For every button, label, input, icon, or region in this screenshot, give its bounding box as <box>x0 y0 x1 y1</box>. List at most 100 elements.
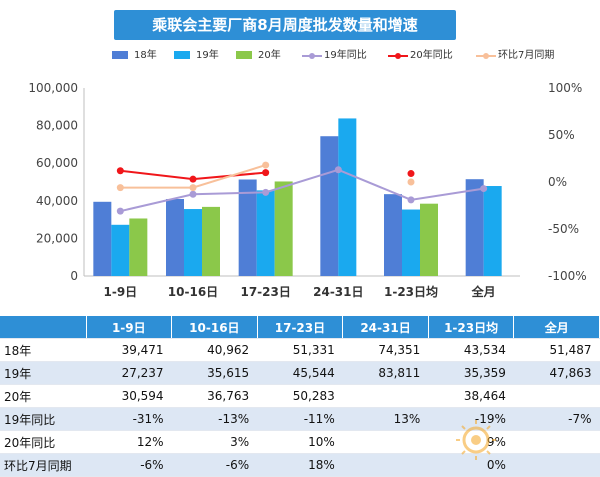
line-point <box>116 207 124 215</box>
data-table: 1-9日 10-16日 17-23日 24-31日 1-23日均 全月 18年 39,471 4… <box>0 316 600 477</box>
line-point <box>262 169 270 177</box>
y-tick-label: 100,000 <box>28 81 78 95</box>
legend-label-mom: 环比7月同期 <box>498 50 555 61</box>
x-tick-label: 1-9日 <box>103 285 137 299</box>
table-cell: 36,763 <box>171 384 258 408</box>
y-tick-label: 20,000 <box>36 231 78 245</box>
line-point <box>480 185 488 193</box>
bar <box>402 209 420 276</box>
x-tick-label: 全月 <box>471 284 496 299</box>
table-cell: -13% <box>171 407 258 431</box>
legend-label-18: 18年 <box>134 50 157 61</box>
table-header-cell: 全月 <box>513 316 600 339</box>
bar <box>238 179 257 276</box>
line-point <box>116 167 124 175</box>
table-cell: 51,331 <box>257 338 343 362</box>
bar <box>384 194 402 276</box>
legend-label-20: 20年 <box>258 50 281 61</box>
table-header-cell: 1-23日均 <box>428 316 515 339</box>
legend-marker-19yoy <box>309 53 315 59</box>
table-cell: -6% <box>171 453 258 477</box>
bar <box>483 186 502 276</box>
table-cell: -7% <box>513 407 600 431</box>
chart-plot: 0 20,000 40,000 60,000 80,000 100,000 -100% -50… <box>28 81 587 299</box>
legend-marker-mom <box>483 53 489 59</box>
table-cell: 12% <box>86 430 172 454</box>
y2-tick-label: 100% <box>548 81 582 95</box>
table-row-label: 19年 <box>0 361 86 385</box>
table-cell: 74,351 <box>342 338 429 362</box>
table-header-cell: 24-31日 <box>342 316 429 339</box>
series-line <box>120 168 484 213</box>
table-row: 18年 39,471 40,962 51,331 74,351 43,534 51,487 <box>0 338 600 362</box>
bar <box>465 179 484 276</box>
table-cell: 47,863 <box>513 361 600 385</box>
bar <box>420 203 438 276</box>
y2-tick-label: 0% <box>548 175 567 189</box>
table-cell: 38,464 <box>428 384 514 408</box>
table-cell: 9% <box>428 430 514 454</box>
legend-swatch-19 <box>174 51 190 59</box>
y2-tick-label: 50% <box>548 128 575 142</box>
line-point <box>189 184 197 192</box>
table-cell: 83,811 <box>342 361 429 385</box>
table-cell: -11% <box>257 407 343 431</box>
table-header-cell <box>0 316 87 339</box>
table-cell: 3% <box>171 430 258 454</box>
table-cell: -19% <box>428 407 514 431</box>
table-cell: 35,359 <box>428 361 514 385</box>
table-cell: 13% <box>342 407 429 431</box>
table-cell <box>342 453 429 477</box>
line-point <box>407 170 415 178</box>
line-point <box>189 190 197 198</box>
line-point <box>407 196 415 204</box>
line-point <box>262 188 270 196</box>
chart-title: 乘联会主要厂商8月周度批发数量和增速 <box>114 10 456 40</box>
x-tick-label: 24-31日 <box>313 285 363 299</box>
line-point <box>262 161 270 169</box>
table-cell <box>342 384 429 408</box>
table-cell: 35,615 <box>171 361 258 385</box>
legend-label-20yoy: 20年同比 <box>410 50 453 61</box>
y2-tick-label: -50% <box>548 222 579 236</box>
table-header-row: 1-9日 10-16日 17-23日 24-31日 1-23日均 全月 <box>0 316 600 339</box>
x-tick-label: 17-23日 <box>240 285 290 299</box>
bar <box>129 218 148 276</box>
table-row: 19年 27,237 35,615 45,544 83,811 35,359 47,863 <box>0 361 600 385</box>
y-tick-label: 60,000 <box>36 156 78 170</box>
line-point <box>407 178 415 186</box>
bar <box>166 198 184 276</box>
table-row: 20年 30,594 36,763 50,283 38,464 <box>0 384 600 408</box>
watermark-logo <box>456 420 496 460</box>
bar <box>184 209 202 276</box>
table-row: 20年同比 12% 3% 10% 9% <box>0 430 600 454</box>
table-cell: 51,487 <box>513 338 600 362</box>
table-row-label: 环比7月同期 <box>0 453 86 477</box>
bar <box>202 206 220 276</box>
line-point <box>116 184 124 192</box>
table-cell: 27,237 <box>86 361 172 385</box>
y-tick-label: 80,000 <box>36 119 78 133</box>
bar <box>320 136 339 276</box>
table-cell: 40,962 <box>171 338 258 362</box>
y2-tick-label: -100% <box>548 269 587 283</box>
y-tick-label: 40,000 <box>36 194 78 208</box>
bar <box>256 190 275 276</box>
table-cell: 50,283 <box>257 384 343 408</box>
table-cell: -31% <box>86 407 172 431</box>
line-point <box>189 175 197 183</box>
table-row: 19年同比 -31% -13% -11% 13% -19% -7% <box>0 407 600 431</box>
table-cell <box>513 430 600 454</box>
table-header-cell: 10-16日 <box>171 316 258 339</box>
table-cell <box>342 430 429 454</box>
table-cell <box>513 453 600 477</box>
x-tick-label: 1-23日均 <box>384 284 438 299</box>
table-header-cell: 1-9日 <box>86 316 173 339</box>
y-tick-label: 0 <box>70 269 78 283</box>
x-tick-label: 10-16日 <box>168 285 218 299</box>
chart-legend: 18年 19年 20年 19年同比 20年同比 环比7月同期 <box>112 48 592 64</box>
table-row-label: 20年 <box>0 384 86 408</box>
legend-label-19: 19年 <box>196 50 219 61</box>
bar <box>338 118 357 276</box>
